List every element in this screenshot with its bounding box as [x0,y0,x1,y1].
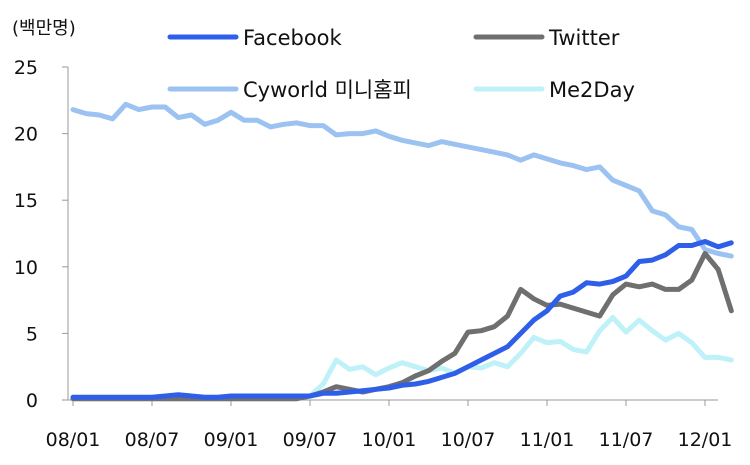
x-tick-label: 09/07 [283,429,338,451]
series-line-twitter [70,251,734,402]
x-tick-label: 11/07 [599,429,654,451]
x-tick-label: 12/01 [678,429,733,451]
y-tick-label: 5 [26,323,38,345]
legend-label: Facebook [243,26,343,50]
legend-label: Me2Day [549,78,635,102]
y-tick-label: 25 [14,57,38,79]
legend-label: Cyworld 미니홈피 [243,78,412,102]
x-tick-label: 09/01 [204,429,259,451]
x-tick-label: 10/07 [441,429,496,451]
y-tick-label: 20 [14,124,38,146]
x-tick-label: 08/07 [125,429,180,451]
x-tick-label: 11/01 [520,429,575,451]
y-tick-label: 10 [14,257,38,279]
y-axis-unit-label: (백만명) [12,18,76,39]
legend-label: Twitter [548,26,620,50]
x-tick-label: 08/01 [46,429,101,451]
series-line-facebook [70,239,734,400]
series-line-cyworld [70,101,734,259]
legend: Facebook Twitter Cyworld 미니홈피 Me2Day [167,26,635,102]
y-tick-label: 0 [26,390,38,412]
x-tick-label: 10/01 [362,429,417,451]
y-tick-label: 15 [14,190,38,212]
series-lines [70,101,734,402]
